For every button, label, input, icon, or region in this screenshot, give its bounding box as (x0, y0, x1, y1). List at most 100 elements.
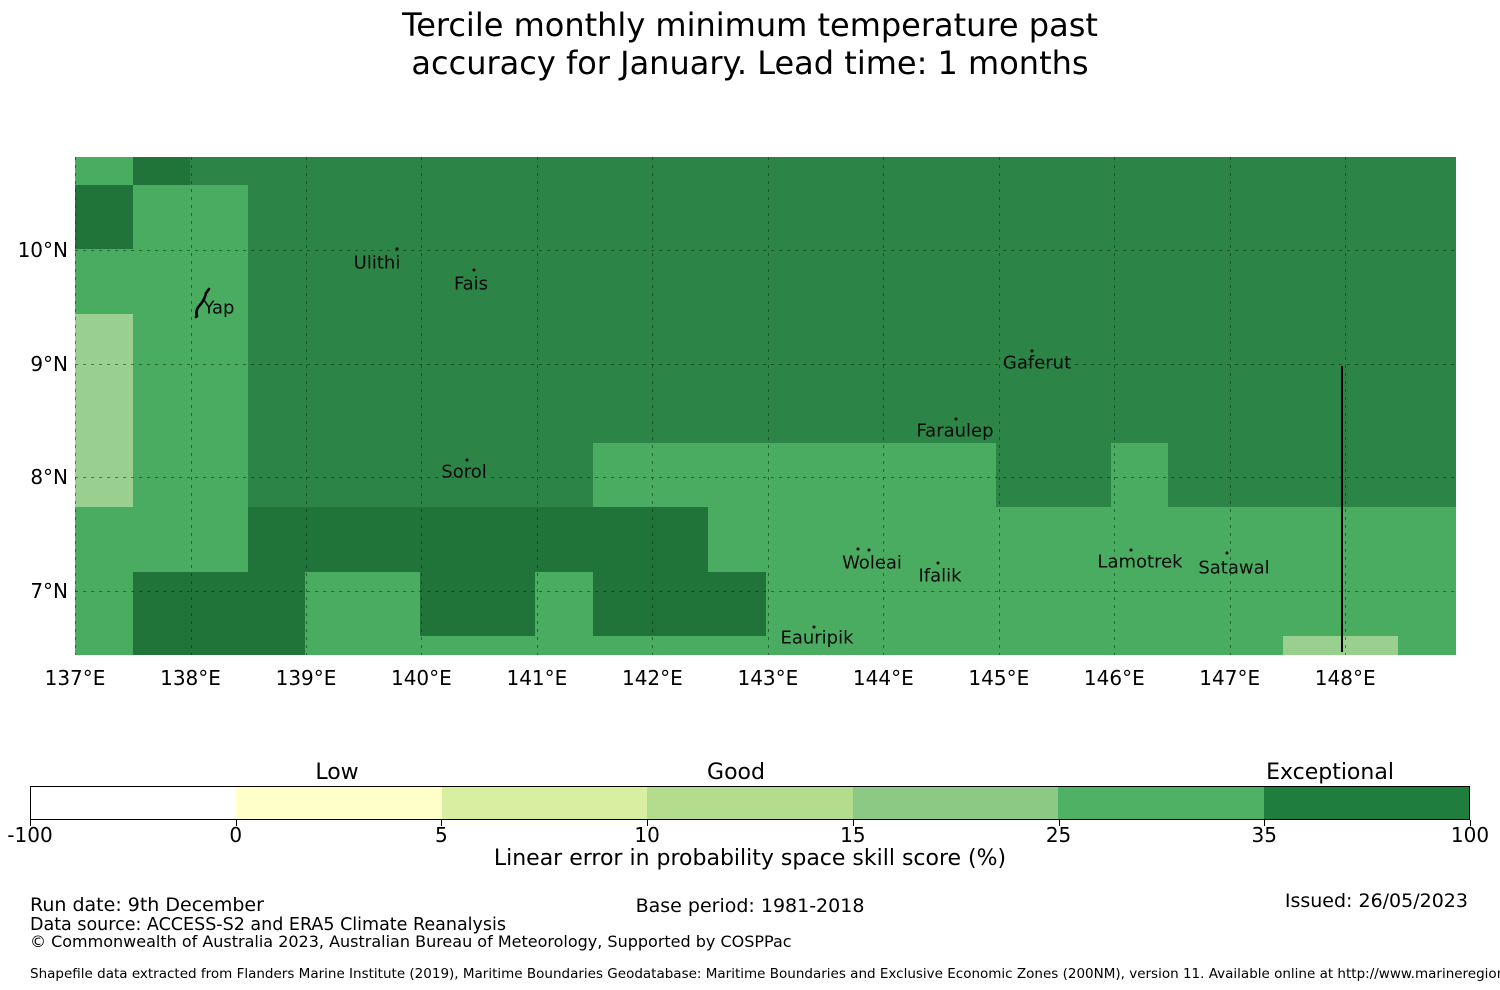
map-cell (880, 443, 939, 507)
map-cell (305, 314, 363, 378)
map-cell (650, 157, 708, 185)
map-cell (247, 636, 306, 655)
map-cell (823, 249, 881, 314)
colorbar-category-label: Low (315, 760, 359, 785)
x-tick-label: 147°E (1199, 666, 1261, 690)
map-cell (938, 314, 996, 378)
copyright-text: © Commonwealth of Australia 2023, Austra… (30, 932, 792, 951)
map-cell (880, 185, 939, 249)
map-cell (420, 378, 478, 443)
colorbar-segment (441, 787, 648, 819)
x-tick-label: 138°E (160, 666, 221, 690)
map-cell (1398, 378, 1456, 443)
map-cell (132, 185, 191, 249)
map-cell (823, 507, 881, 572)
map-cell (535, 443, 593, 507)
x-tick-label: 142°E (621, 666, 683, 690)
map-cell (535, 157, 593, 185)
map-cell (1168, 185, 1226, 249)
map-cell (707, 378, 766, 443)
y-tick-label: 9°N (30, 351, 68, 376)
map-cell (1168, 249, 1226, 314)
map-cell (132, 636, 191, 655)
map-cell (535, 378, 593, 443)
base-period-text: Base period: 1981-2018 (635, 895, 865, 917)
map-cell (938, 185, 996, 249)
map-cell (535, 572, 593, 636)
map-cell (477, 314, 536, 378)
map-cell (1283, 378, 1341, 443)
colorbar-boundary-tick (852, 820, 854, 826)
map-cell (362, 443, 421, 507)
map-cell (75, 185, 133, 249)
map-cell (362, 314, 421, 378)
map-cell (132, 249, 191, 314)
map-cell (1053, 378, 1111, 443)
map-cell (132, 314, 191, 378)
map-cell (823, 157, 881, 185)
map-cell (477, 378, 536, 443)
map-cell (1398, 572, 1456, 636)
x-tick-label: 144°E (852, 666, 914, 690)
map-cell (190, 378, 248, 443)
map-cell (1225, 249, 1284, 314)
map-cell (938, 507, 996, 572)
map-cell (1168, 636, 1226, 655)
map-cell (765, 314, 824, 378)
map-cell (880, 572, 939, 636)
map-cell (765, 636, 824, 655)
map-cell (1283, 443, 1341, 507)
map-cell (823, 378, 881, 443)
map-cell (995, 378, 1054, 443)
map-cell (765, 185, 824, 249)
map-cell (1168, 443, 1226, 507)
colorbar-segment (236, 787, 442, 819)
map-cell (1398, 249, 1456, 314)
map-cell (1340, 572, 1399, 636)
map-cell (1340, 443, 1399, 507)
map-cell (1225, 157, 1284, 185)
colorbar-segment (31, 787, 237, 819)
map-cell (1283, 314, 1341, 378)
x-tick-label: 148°E (1314, 666, 1376, 690)
map-cell (305, 443, 363, 507)
map-cell (190, 185, 248, 249)
map-cell (1053, 185, 1111, 249)
data-source-text: Data source: ACCESS-S2 and ERA5 Climate … (30, 915, 506, 935)
map-cell (1283, 157, 1341, 185)
map-cell (535, 636, 593, 655)
map-cell (75, 443, 133, 507)
colorbar-tick-label: 10 (634, 823, 660, 847)
chart-title: Tercile monthly minimum temperature past… (0, 6, 1500, 82)
colorbar (30, 786, 1470, 820)
map-cell (305, 378, 363, 443)
chart-title-line2: accuracy for January. Lead time: 1 month… (411, 44, 1089, 82)
map-cell (132, 378, 191, 443)
map-cell (938, 443, 996, 507)
map-cell (938, 572, 996, 636)
map-cell (1283, 185, 1341, 249)
colorbar-tick-label: 25 (1045, 823, 1072, 847)
colorbar-boundary-tick (441, 820, 443, 826)
colorbar-boundary-tick (30, 820, 31, 826)
map-cell (305, 572, 363, 636)
map-cell (650, 572, 708, 636)
map-cell (1053, 572, 1111, 636)
map-cell (1398, 314, 1456, 378)
colorbar-tick-label: 15 (840, 823, 866, 847)
map-cell (190, 636, 248, 655)
map-cell (75, 636, 133, 655)
map-cell (1053, 443, 1111, 507)
map-cell (1110, 157, 1169, 185)
map-cell (823, 636, 881, 655)
map-cell (75, 249, 133, 314)
map-cell (420, 314, 478, 378)
map-cell (535, 185, 593, 249)
map-cell (592, 157, 651, 185)
map-cell (247, 249, 306, 314)
colorbar-tick-label: 100 (1450, 823, 1490, 847)
map-cell (995, 185, 1054, 249)
map-cell (1168, 572, 1226, 636)
map-cell (190, 507, 248, 572)
